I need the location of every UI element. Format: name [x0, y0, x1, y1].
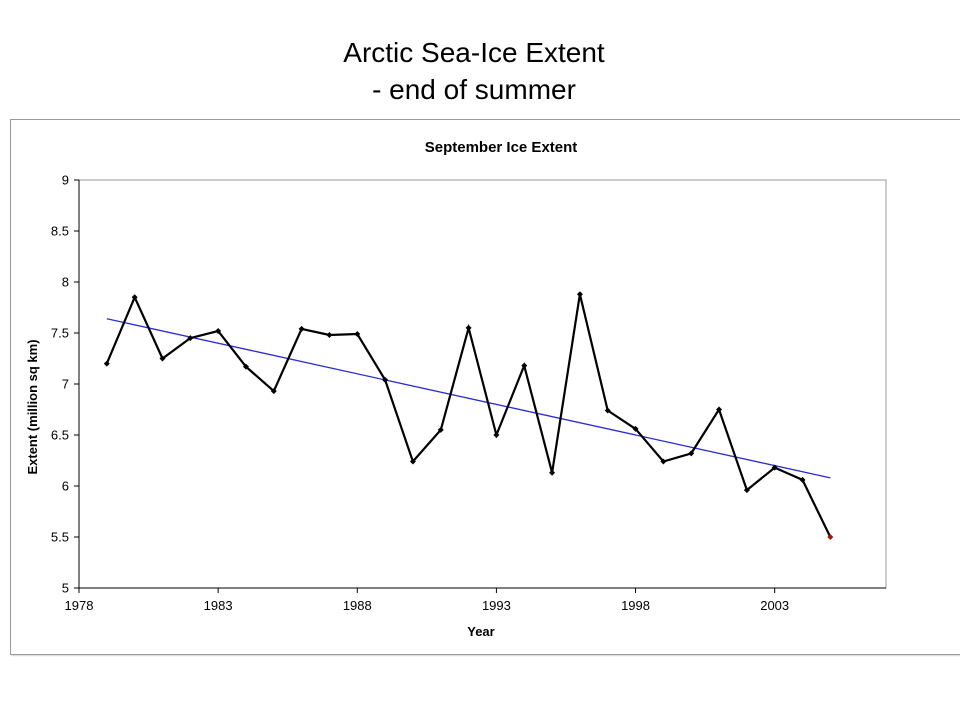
y-tick-label: 7.5	[51, 326, 69, 341]
plot-area: 5 5.5 6 6.5 7 7.5 8 8.5 9 1978 1983 1988 1993 1998 200…	[51, 173, 887, 613]
data-point	[187, 335, 194, 342]
x-tick-label: 1988	[343, 598, 372, 613]
x-axis-label: Year	[467, 624, 494, 639]
data-point	[521, 362, 528, 369]
x-tick-label: 2003	[760, 598, 789, 613]
chart-frame: September Ice Extent 5 5.5 6 6.5 7 7.5 8 8.5 9 19…	[10, 119, 960, 655]
y-tick-label: 9	[62, 173, 69, 188]
data-point	[326, 332, 333, 339]
y-tick-label: 6.5	[51, 428, 69, 443]
y-axis-label: Extent (million sq km)	[25, 339, 40, 474]
data-point	[354, 331, 361, 338]
data-point	[437, 426, 444, 433]
data-point	[660, 458, 667, 465]
data-point	[604, 407, 611, 414]
data-point	[242, 363, 249, 370]
data-point	[409, 458, 416, 465]
trend-line	[106, 318, 831, 479]
x-tick-label: 1978	[65, 598, 94, 613]
y-tick-label: 8	[62, 275, 69, 290]
y-tick-label: 5	[62, 581, 69, 596]
data-point	[131, 294, 138, 301]
data-point	[215, 327, 222, 334]
data-point	[465, 324, 472, 331]
data-point	[159, 355, 166, 362]
y-tick-label: 7	[62, 377, 69, 392]
data-point	[688, 450, 695, 457]
y-tick-label: 8.5	[51, 224, 69, 239]
data-point	[549, 469, 556, 476]
data-point	[493, 432, 500, 438]
data-point	[103, 360, 110, 367]
x-tick-label: 1993	[482, 598, 511, 613]
data-point	[382, 376, 389, 383]
x-tick-label: 1998	[621, 598, 650, 613]
y-tick-label: 5.5	[51, 530, 69, 545]
x-tick-label: 1983	[204, 598, 233, 613]
data-point	[298, 325, 305, 332]
y-tick-label: 6	[62, 479, 69, 494]
slide-title-line1: Arctic Sea-Ice Extent	[343, 37, 605, 68]
data-point	[716, 406, 723, 413]
data-point	[771, 464, 778, 471]
data-point	[799, 476, 806, 483]
data-point	[743, 487, 750, 494]
chart-title: September Ice Extent	[425, 139, 578, 156]
data-point	[632, 425, 639, 432]
data-point	[576, 291, 583, 298]
data-point	[827, 534, 834, 540]
september-ice-extent-chart: September Ice Extent 5 5.5 6 6.5 7 7.5 8 8.5 9 19…	[25, 139, 887, 639]
slide-title-line2: - end of summer	[372, 74, 576, 105]
data-point	[270, 388, 277, 395]
